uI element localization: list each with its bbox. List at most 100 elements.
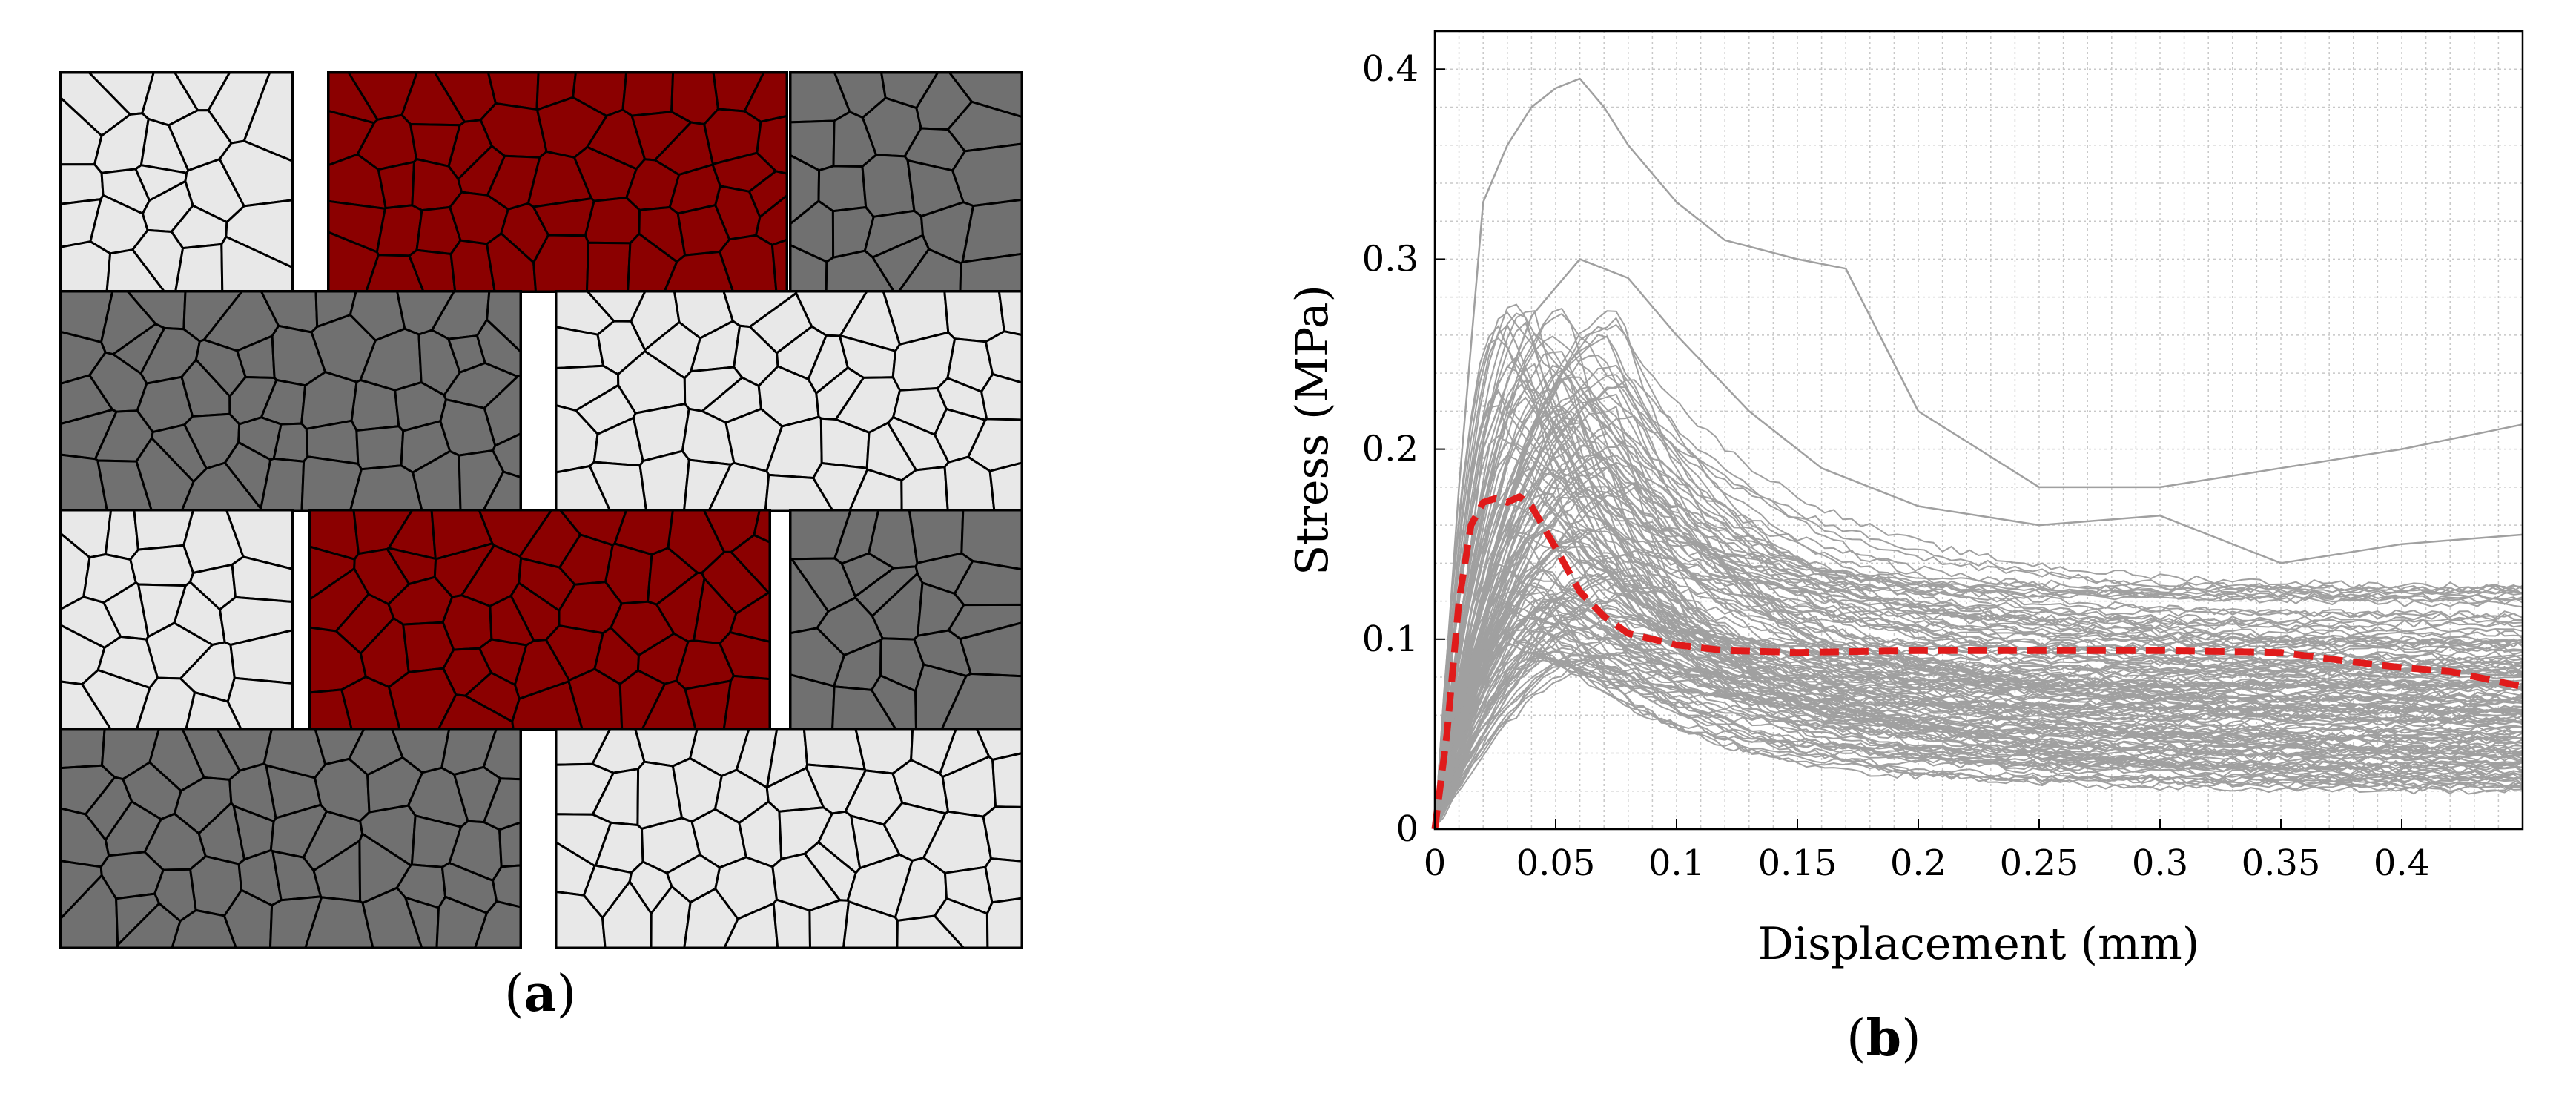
grain-cell xyxy=(104,509,139,561)
brick xyxy=(789,509,1023,731)
background-curve xyxy=(1434,598,2523,828)
background-curve xyxy=(1434,616,2523,830)
background-curve xyxy=(1434,415,2523,828)
background-curve xyxy=(1434,632,2523,830)
background-curve xyxy=(1434,404,2523,830)
y-tick-label: 0 xyxy=(1396,808,1419,850)
grain-cell xyxy=(729,591,771,643)
background-curve xyxy=(1434,641,2523,830)
background-curve xyxy=(1434,334,2523,829)
background-curve xyxy=(1434,499,2523,828)
background-curve xyxy=(1434,461,2523,830)
background-curve xyxy=(1434,606,2523,828)
background-curve xyxy=(1434,391,2523,830)
background-curve xyxy=(1434,525,2523,827)
background-curve xyxy=(1434,572,2523,830)
grain-cell xyxy=(988,461,1023,512)
background-curve xyxy=(1434,466,2523,830)
background-curve xyxy=(1434,365,2523,830)
grid xyxy=(1434,30,2523,830)
brick xyxy=(59,71,294,293)
grain-cell xyxy=(59,163,105,205)
background-curve xyxy=(1434,422,2523,830)
background-curve xyxy=(1434,653,2523,827)
x-tick-label: 0.15 xyxy=(1758,842,1837,884)
plot-frame xyxy=(1433,30,2524,831)
background-curve xyxy=(1434,337,2523,830)
brick xyxy=(555,728,1023,949)
background-curve xyxy=(1434,601,2523,827)
background-curve xyxy=(1434,323,2523,830)
panel-a-caption: (a) xyxy=(504,964,577,1023)
background-curve xyxy=(1434,312,2523,829)
background-curve xyxy=(1434,658,2523,830)
background-curve xyxy=(1434,454,2523,830)
background-curve xyxy=(1434,454,2523,828)
highlighted-curve xyxy=(1433,258,2523,830)
background-curves xyxy=(1434,303,2523,830)
background-curve xyxy=(1434,490,2523,828)
background-curve xyxy=(1434,651,2523,830)
background-curve xyxy=(1434,576,2523,830)
background-curve xyxy=(1434,639,2523,828)
x-tick-label: 0.3 xyxy=(2132,842,2188,884)
background-curve xyxy=(1434,622,2523,830)
background-curve xyxy=(1434,351,2523,830)
background-curve xyxy=(1434,396,2523,830)
background-curve xyxy=(1434,647,2523,827)
grain-cell xyxy=(586,241,632,293)
background-curve xyxy=(1434,364,2523,828)
grain-cell xyxy=(129,544,194,587)
background-curve xyxy=(1434,514,2523,830)
grain-cell xyxy=(984,330,1023,384)
background-curve xyxy=(1434,386,2523,828)
background-curve xyxy=(1434,406,2523,826)
background-curve xyxy=(1434,317,2523,830)
background-curve xyxy=(1434,577,2523,826)
background-curve xyxy=(1434,410,2523,826)
background-curve xyxy=(1434,407,2523,830)
background-curve xyxy=(1434,650,2523,830)
background-curve xyxy=(1434,527,2523,830)
x-tick-label: 0.25 xyxy=(2000,842,2079,884)
background-curve xyxy=(1434,594,2523,830)
background-curve xyxy=(1434,364,2523,829)
background-curve xyxy=(1434,487,2523,826)
background-curve xyxy=(1434,597,2523,830)
background-curve xyxy=(1434,377,2523,829)
background-curve xyxy=(1434,570,2523,827)
background-curve xyxy=(1434,363,2523,830)
background-curve xyxy=(1434,355,2523,830)
y-tick-label: 0.2 xyxy=(1362,429,1419,470)
background-curve xyxy=(1434,376,2523,830)
background-curve xyxy=(1434,406,2523,830)
x-tick-label: 0.35 xyxy=(2242,842,2321,884)
x-tick-label: 0.4 xyxy=(2374,842,2430,884)
background-curve xyxy=(1434,442,2523,829)
background-curve xyxy=(1434,525,2523,830)
background-curve xyxy=(1434,332,2523,830)
y-tick-label: 0.1 xyxy=(1362,619,1419,660)
panel-b-caption: (b) xyxy=(1846,1009,1921,1068)
background-curve xyxy=(1434,630,2523,830)
grain-cell xyxy=(59,728,106,770)
background-curve xyxy=(1434,453,2523,828)
grain-cell xyxy=(946,100,1023,153)
background-curve xyxy=(1434,438,2523,830)
background-curve xyxy=(1434,511,2523,830)
background-curve xyxy=(1434,608,2523,830)
background-curve xyxy=(1434,611,2523,827)
grain-cell xyxy=(220,235,294,293)
background-curve xyxy=(1434,527,2523,828)
grain-cell xyxy=(951,142,1023,208)
grain-cell xyxy=(231,555,294,603)
background-curve xyxy=(1434,417,2523,830)
background-curve xyxy=(1434,654,2523,830)
background-curve xyxy=(1434,369,2523,829)
background-curve xyxy=(1434,532,2523,830)
background-curve xyxy=(1434,435,2523,830)
background-curve xyxy=(1434,550,2523,830)
grain-cell xyxy=(817,165,868,213)
background-curve xyxy=(1434,486,2523,830)
background-curve xyxy=(1434,598,2523,827)
